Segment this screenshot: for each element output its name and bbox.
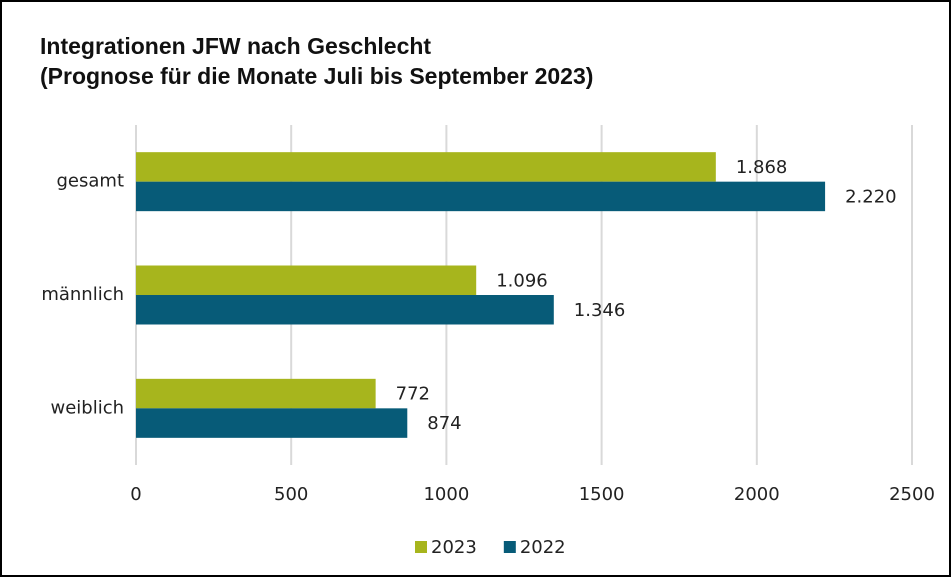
bar	[136, 408, 408, 438]
legend-label: 2023	[431, 537, 477, 558]
y-tick-label: gesamt	[57, 171, 125, 192]
bar	[136, 152, 716, 182]
y-tick-label: männlich	[41, 284, 124, 305]
y-tick-label: weiblich	[50, 397, 124, 418]
value-label: 1.868	[736, 157, 788, 178]
value-label: 874	[427, 413, 461, 434]
x-tick-label: 2000	[734, 484, 780, 505]
legend-swatch	[503, 541, 516, 553]
bar	[136, 295, 554, 325]
chart-subtitle: (Prognose für die Monate Juli bis Septem…	[40, 63, 593, 89]
bar	[136, 378, 376, 409]
x-tick-label: 0	[130, 484, 141, 505]
chart-title: Integrationen JFW nach Geschlecht	[40, 33, 431, 59]
x-tick-label: 2500	[889, 484, 935, 505]
value-label: 1.346	[574, 300, 626, 321]
x-tick-label: 1500	[579, 484, 625, 505]
legend-swatch	[415, 541, 427, 553]
value-label: 2.220	[845, 186, 897, 207]
value-label: 1.096	[496, 270, 548, 291]
value-label: 772	[396, 384, 430, 405]
bar	[136, 181, 826, 212]
legend-label: 2022	[520, 537, 566, 558]
bar	[136, 265, 477, 295]
x-tick-label: 500	[274, 484, 308, 505]
x-tick-label: 1000	[423, 484, 469, 505]
